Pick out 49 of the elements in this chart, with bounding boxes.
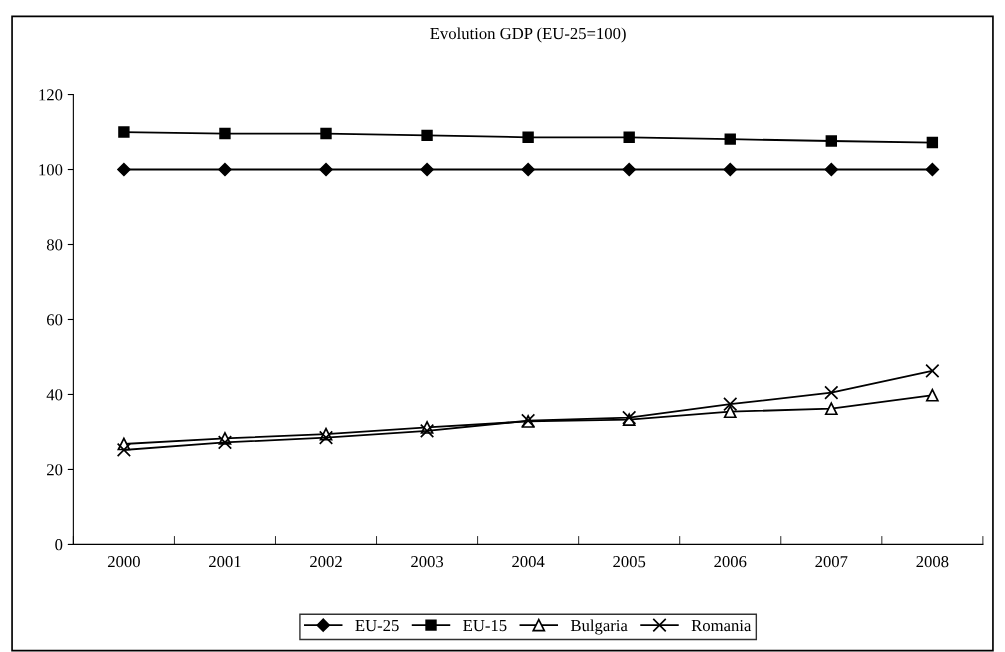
point [421, 129, 433, 142]
y-tick-label: 20 [47, 464, 63, 476]
point [723, 162, 737, 177]
x-tick-label: 2008 [916, 556, 949, 568]
point [219, 127, 231, 140]
x-tick-label: 2005 [613, 556, 646, 568]
point [724, 133, 736, 145]
legend-label: EU-25 [355, 619, 399, 632]
x-tick-label: 2001 [209, 556, 241, 568]
y-tick-label: 60 [47, 314, 63, 326]
point [118, 126, 130, 138]
point [622, 162, 636, 177]
point [521, 162, 535, 177]
point [217, 435, 233, 450]
x-tick-label: 2000 [107, 556, 140, 568]
point [318, 430, 334, 445]
x-tick-label: 2002 [310, 556, 342, 568]
x-tick-label: 2003 [411, 556, 444, 568]
point [623, 131, 635, 143]
x-tick-label: 2004 [512, 556, 545, 568]
legend-label: Romania [691, 619, 752, 632]
y-tick-label: 120 [39, 89, 63, 101]
legend-label: Bulgaria [570, 619, 628, 635]
point [925, 162, 940, 177]
point [319, 162, 333, 177]
point [522, 131, 534, 143]
point [320, 127, 332, 140]
y-tick-label: 40 [46, 389, 63, 401]
point [824, 162, 839, 177]
point [824, 402, 838, 416]
point [723, 405, 737, 419]
point [824, 385, 839, 400]
x-tick-label: 2007 [815, 556, 848, 568]
point [925, 388, 939, 402]
point [117, 162, 131, 177]
point [218, 162, 232, 177]
point [116, 442, 131, 458]
point [419, 423, 435, 438]
point [723, 397, 738, 412]
y-tick-label: 100 [39, 164, 63, 176]
point [925, 363, 940, 378]
y-tick-label: 80 [46, 239, 63, 251]
chart-title: Evolution GDP (EU-25=100) [430, 27, 626, 43]
point [825, 135, 837, 147]
legend-label: EU-15 [463, 619, 507, 632]
point [926, 136, 939, 149]
x-tick-label: 2006 [714, 556, 747, 568]
y-tick-label: 0 [55, 539, 63, 551]
point [420, 162, 434, 177]
